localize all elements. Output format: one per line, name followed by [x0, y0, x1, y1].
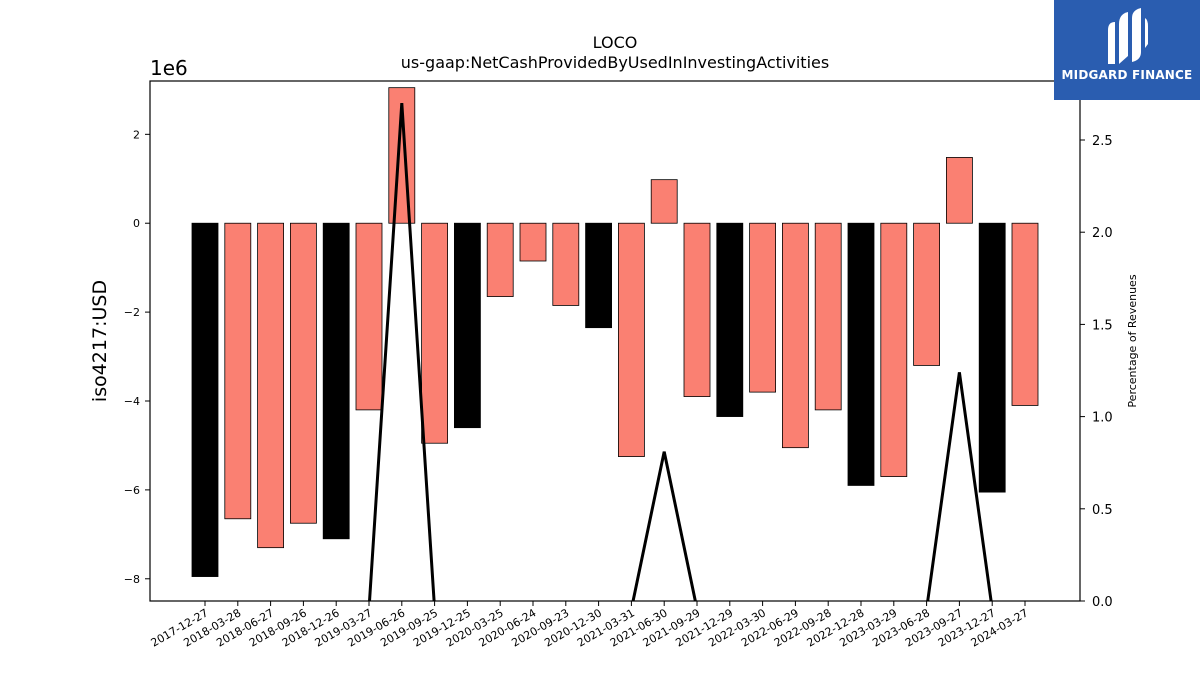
y2-tick-label: 1.0 [1092, 411, 1113, 426]
bar-2020-09-23 [552, 222, 580, 306]
bar-2021-06-30 [650, 179, 678, 224]
bar-2020-12-30 [585, 222, 612, 329]
chart-title: LOCO [593, 33, 638, 52]
midgard-logo-icon [1108, 8, 1148, 64]
bar-2023-03-29 [880, 222, 908, 477]
bar-series [191, 87, 1039, 577]
bar-2023-06-28 [913, 222, 940, 366]
percentage-line-segment-1 [631, 451, 697, 601]
bar-2018-09-26 [289, 222, 317, 524]
bar-2021-09-29 [683, 222, 711, 397]
y2-axis-ticks: 0.0 0.5 1.0 1.5 2.0 2.5 [1080, 134, 1113, 610]
bar-2022-09-28 [814, 222, 842, 411]
y-axis-ticks: −8 −6 −4 −2 0 2 [124, 128, 150, 586]
bar-2019-09-25 [421, 222, 449, 444]
bar-2023-09-27 [946, 157, 973, 224]
y2-tick-label: 2.0 [1092, 226, 1113, 241]
y-axis-label: iso4217:USD [89, 280, 111, 402]
y-scale-label: 1e6 [150, 56, 188, 80]
y2-tick-label: 1.5 [1092, 318, 1113, 333]
y-tick-label: −4 [124, 395, 140, 408]
y-tick-label: −2 [124, 306, 140, 319]
bar-2022-06-29 [782, 222, 809, 449]
bar-2018-03-28 [224, 222, 252, 520]
logo-text: MIDGARD FINANCE [1061, 68, 1193, 82]
y-tick-label: 0 [133, 217, 140, 230]
bar-2023-12-27 [978, 222, 1006, 493]
bar-2017-12-27 [191, 222, 219, 577]
percentage-line-segment-0 [368, 103, 436, 601]
y-tick-label: −6 [124, 484, 140, 497]
y2-tick-label: 0.5 [1092, 503, 1113, 518]
y2-tick-label: 0.0 [1092, 595, 1113, 610]
chart-subtitle: us-gaap:NetCashProvidedByUsedInInvesting… [401, 53, 829, 72]
midgard-finance-logo: MIDGARD FINANCE [1054, 0, 1200, 100]
bar-2022-03-30 [749, 222, 776, 393]
bar-2018-06-27 [257, 222, 285, 549]
x-axis-ticks: 2017-12-272018-03-282018-06-272018-09-26… [149, 601, 1031, 650]
bar-2018-12-26 [322, 222, 350, 540]
bar-2020-06-24 [519, 222, 547, 262]
bar-2022-12-28 [847, 222, 875, 486]
bar-2019-12-25 [453, 222, 481, 429]
bar-2019-03-27 [355, 222, 383, 411]
axes-frame [149, 80, 1081, 602]
bar-2021-03-31 [618, 222, 645, 457]
bar-2021-12-29 [716, 222, 744, 417]
y-tick-label: 2 [133, 128, 140, 141]
y2-tick-label: 2.5 [1092, 134, 1113, 149]
percentage-line-segment-2 [926, 372, 993, 601]
bar-2020-03-25 [486, 222, 514, 297]
percentage-line-series [368, 103, 993, 601]
bar-2024-03-27 [1011, 222, 1039, 406]
y2-axis-label: Percentage of Revenues [1126, 274, 1139, 407]
y-tick-label: −8 [124, 573, 140, 586]
